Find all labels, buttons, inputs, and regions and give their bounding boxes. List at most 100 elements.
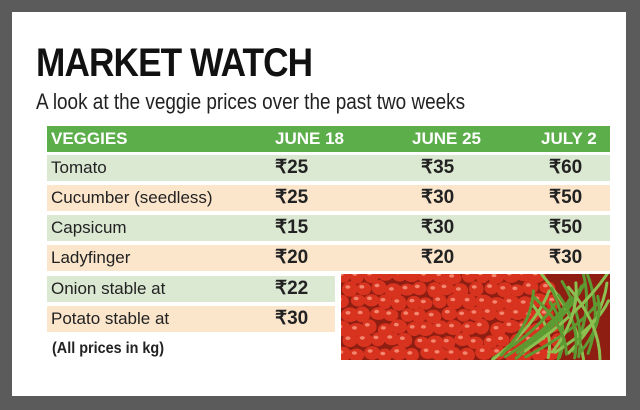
tomato-shape	[484, 281, 499, 295]
price-cell: ₹15	[275, 217, 309, 238]
tomato-highlight	[388, 287, 394, 291]
tomato-highlight	[464, 324, 470, 328]
tomato-highlight	[353, 296, 359, 301]
tomato-shape	[432, 274, 449, 283]
tomato-highlight	[519, 274, 524, 275]
green-bean-shape	[499, 289, 535, 357]
green-bean-shape	[567, 285, 602, 360]
table-header-row: VEGGIES JUNE 18 JUNE 25 JULY 2	[47, 126, 610, 152]
price-cell: ₹30	[275, 308, 309, 329]
tomato-highlight	[393, 322, 399, 327]
row-label: Ladyfinger	[51, 248, 131, 267]
tomato-highlight	[542, 283, 548, 288]
tomato-highlight	[394, 299, 400, 303]
price-cell: ₹22	[275, 278, 309, 299]
tomato-shape	[437, 281, 455, 296]
header-june-25: JUNE 25	[412, 129, 481, 148]
tomato-shape	[469, 281, 484, 297]
tomato-shape	[441, 306, 457, 321]
tomato-highlight	[479, 348, 485, 353]
tomato-highlight	[486, 338, 492, 342]
price-cell: ₹30	[421, 217, 455, 238]
tomato-highlight	[549, 297, 555, 302]
tomato-highlight	[407, 351, 413, 355]
tomato-highlight	[435, 297, 441, 301]
tomato-highlight	[476, 322, 482, 327]
tomato-shape	[473, 318, 490, 335]
tomato-highlight	[373, 335, 379, 340]
tomato-shape	[383, 309, 399, 322]
tomato-shape	[396, 332, 413, 348]
tomato-highlight	[459, 311, 465, 316]
tomato-shape	[502, 274, 520, 283]
tomato-highlight	[420, 299, 426, 304]
tomato-shape	[416, 274, 435, 283]
tomato-shape	[445, 346, 461, 360]
tomato-highlight	[525, 283, 531, 287]
tomato-highlight	[352, 274, 358, 276]
tomato-shape	[461, 293, 477, 310]
tomato-shape	[402, 274, 421, 283]
tomato-highlight	[449, 323, 454, 328]
price-cell: ₹20	[275, 247, 309, 268]
tomato-highlight	[345, 311, 351, 315]
table-row: Onion stable at ₹22	[47, 276, 335, 302]
header-july-2: JULY 2	[541, 129, 597, 148]
tomato-highlight	[386, 311, 392, 315]
tomato-highlight	[374, 309, 380, 314]
tomato-highlight	[352, 326, 357, 330]
tomato-shape	[515, 274, 532, 282]
tomato-highlight	[441, 284, 447, 289]
tomato-highlight	[464, 297, 470, 302]
tomato-highlight	[409, 325, 415, 329]
tomato-highlight	[345, 336, 351, 340]
tomato-highlight	[380, 326, 386, 330]
tomato-highlight	[498, 336, 503, 341]
tomato-highlight	[532, 274, 538, 276]
tomato-shape	[460, 321, 478, 335]
price-cell: ₹50	[549, 217, 583, 238]
tomato-shape	[430, 347, 448, 360]
tomatoes-and-beans-photo	[341, 274, 610, 360]
tomato-highlight	[430, 286, 436, 290]
tomato-shape	[406, 295, 422, 310]
green-bean-shape	[524, 302, 599, 359]
price-cell: ₹35	[421, 157, 455, 178]
tomato-shape	[509, 284, 525, 297]
tomato-highlight	[423, 348, 429, 353]
tomato-shape	[363, 346, 381, 360]
tomato-shape	[475, 344, 493, 360]
tomato-highlight	[434, 350, 440, 354]
table-row: Potato stable at ₹30	[47, 306, 335, 332]
tomato-highlight	[520, 300, 526, 304]
tomato-highlight	[462, 351, 468, 355]
tomato-highlight	[345, 285, 351, 289]
tomato-shape	[371, 332, 385, 347]
green-bean-shape	[585, 274, 597, 355]
tomato-highlight	[421, 325, 426, 329]
tomato-highlight	[541, 310, 547, 314]
vegetables-illustration	[341, 274, 610, 360]
tomato-highlight	[470, 339, 476, 343]
tomato-highlight	[464, 274, 470, 276]
tomato-highlight	[458, 335, 463, 340]
tomato-highlight	[366, 274, 372, 276]
tomato-highlight	[428, 312, 434, 317]
tomato-highlight	[449, 274, 455, 278]
tomato-shape	[362, 319, 377, 335]
tomato-highlight	[506, 274, 512, 276]
tomato-shape	[356, 332, 373, 348]
tomato-highlight	[364, 323, 370, 327]
tomato-highlight	[341, 350, 344, 354]
tomato-shape	[371, 280, 387, 295]
tomato-highlight	[443, 338, 449, 343]
header-veggies: VEGGIES	[51, 129, 128, 148]
price-cell: ₹30	[549, 247, 583, 268]
table-row: Capsicum ₹15 ₹30 ₹50	[47, 215, 610, 241]
tomato-highlight	[402, 285, 408, 290]
price-cell: ₹30	[421, 187, 455, 208]
tomato-highlight	[374, 283, 380, 288]
tomato-highlight	[436, 274, 442, 276]
tomato-highlight	[380, 297, 386, 302]
tomato-shape	[341, 281, 358, 297]
